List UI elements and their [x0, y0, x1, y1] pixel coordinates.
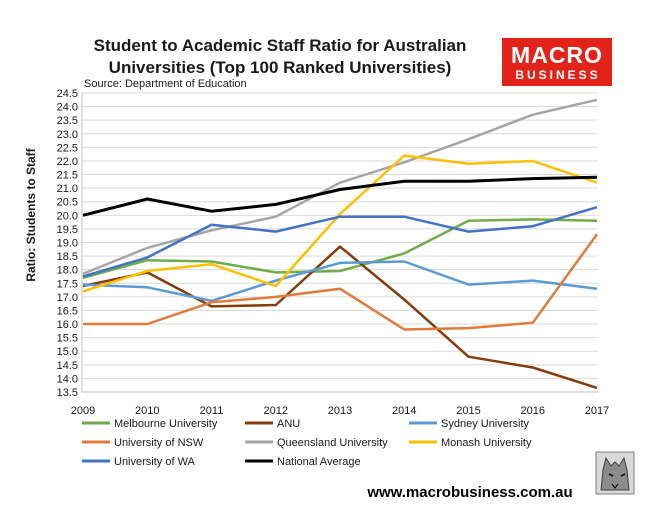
series-line-monash-university	[82, 154, 598, 293]
logo-background	[502, 38, 612, 86]
series-line-anu	[82, 245, 598, 390]
chart-title-line1: Student to Academic Staff Ratio for Aust…	[94, 36, 467, 55]
logo-bottom-text: BUSINESS	[515, 68, 600, 82]
legend-label-queensland-university: Queensland University	[277, 437, 388, 449]
y-tick-label: 19.0	[57, 238, 78, 250]
series-line-melbourne-university	[82, 218, 598, 280]
y-tick-label: 14.5	[57, 360, 78, 372]
y-tick-label: 17.0	[57, 292, 78, 304]
legend-label-monash-university: Monash University	[441, 437, 532, 449]
chart-gridlines	[82, 92, 598, 379]
y-tick-label: 14.0	[57, 373, 78, 385]
x-tick-label: 2009	[71, 405, 95, 417]
legend-label-university-of-wa: University of WA	[114, 456, 196, 468]
y-axis-ticks: 24.5 24.023.5 23.022.5 22.0 21.521.0 20.520.0…	[57, 88, 78, 399]
y-tick-label: 16.0	[57, 319, 78, 331]
y-tick-label: 17.5	[57, 278, 78, 290]
y-tick-label: 20.5	[57, 197, 78, 209]
legend-label-sydney-university: Sydney University	[441, 418, 530, 430]
x-tick-label: 2016	[521, 405, 545, 417]
y-tick-label: 15.5	[57, 333, 78, 345]
series-line-sydney-university	[82, 260, 598, 303]
y-axis-label: Ratio: Students to Staff	[24, 147, 38, 281]
x-tick-label: 2012	[264, 405, 288, 417]
logo-top-text: MACRO	[511, 42, 603, 68]
legend-label-university-of-nsw: University of NSW	[114, 437, 204, 449]
y-tick-label: 23.5	[57, 115, 78, 127]
y-tick-label: 21.5	[57, 170, 78, 182]
x-tick-label: 2015	[456, 405, 480, 417]
x-tick-label: 2013	[328, 405, 352, 417]
x-tick-label: 2014	[392, 405, 416, 417]
website-url[interactable]: www.macrobusiness.com.au	[366, 484, 572, 501]
series-line-university-of-nsw	[83, 233, 599, 331]
y-tick-label: 20.0	[57, 210, 78, 222]
legend-label-national-average: National Average	[277, 456, 361, 468]
wolf-icon	[595, 451, 635, 495]
y-tick-label: 24.0	[57, 102, 78, 114]
y-tick-label: 21.0	[57, 183, 78, 195]
y-tick-label: 22.5	[57, 142, 78, 154]
x-tick-label: 2010	[135, 405, 159, 417]
chart-series	[82, 98, 599, 390]
chart-title-line2: Universities (Top 100 Ranked Universitie…	[109, 58, 452, 77]
x-axis-ticks: 2009 2010 2011 2012 2013 2014 2015 2016 2017	[71, 405, 609, 417]
y-tick-label: 24.5	[57, 88, 78, 100]
legend-label-melbourne-university: Melbourne University	[114, 418, 218, 430]
y-tick-label: 18.0	[57, 265, 78, 277]
y-tick-label: 19.5	[57, 224, 78, 236]
chart-legend: Melbourne University ANU Sydney University…	[82, 418, 532, 468]
macrobusiness-logo: MACRO BUSINESS	[502, 38, 612, 86]
legend-label-anu: ANU	[277, 418, 300, 430]
series-line-university-of-wa	[82, 206, 598, 278]
x-tick-label: 2017	[585, 405, 609, 417]
series-line-national-average	[82, 175, 598, 217]
y-tick-label: 22.0	[57, 156, 78, 168]
y-tick-label: 15.0	[57, 346, 78, 358]
chart-source: Source: Department of Education	[84, 78, 247, 90]
y-tick-label: 16.5	[57, 305, 78, 317]
y-tick-label: 18.5	[57, 251, 78, 263]
x-tick-label: 2011	[200, 405, 224, 417]
y-tick-label: 13.5	[57, 387, 78, 399]
y-tick-label: 23.0	[57, 129, 78, 141]
series-line-queensland-university	[82, 98, 598, 275]
